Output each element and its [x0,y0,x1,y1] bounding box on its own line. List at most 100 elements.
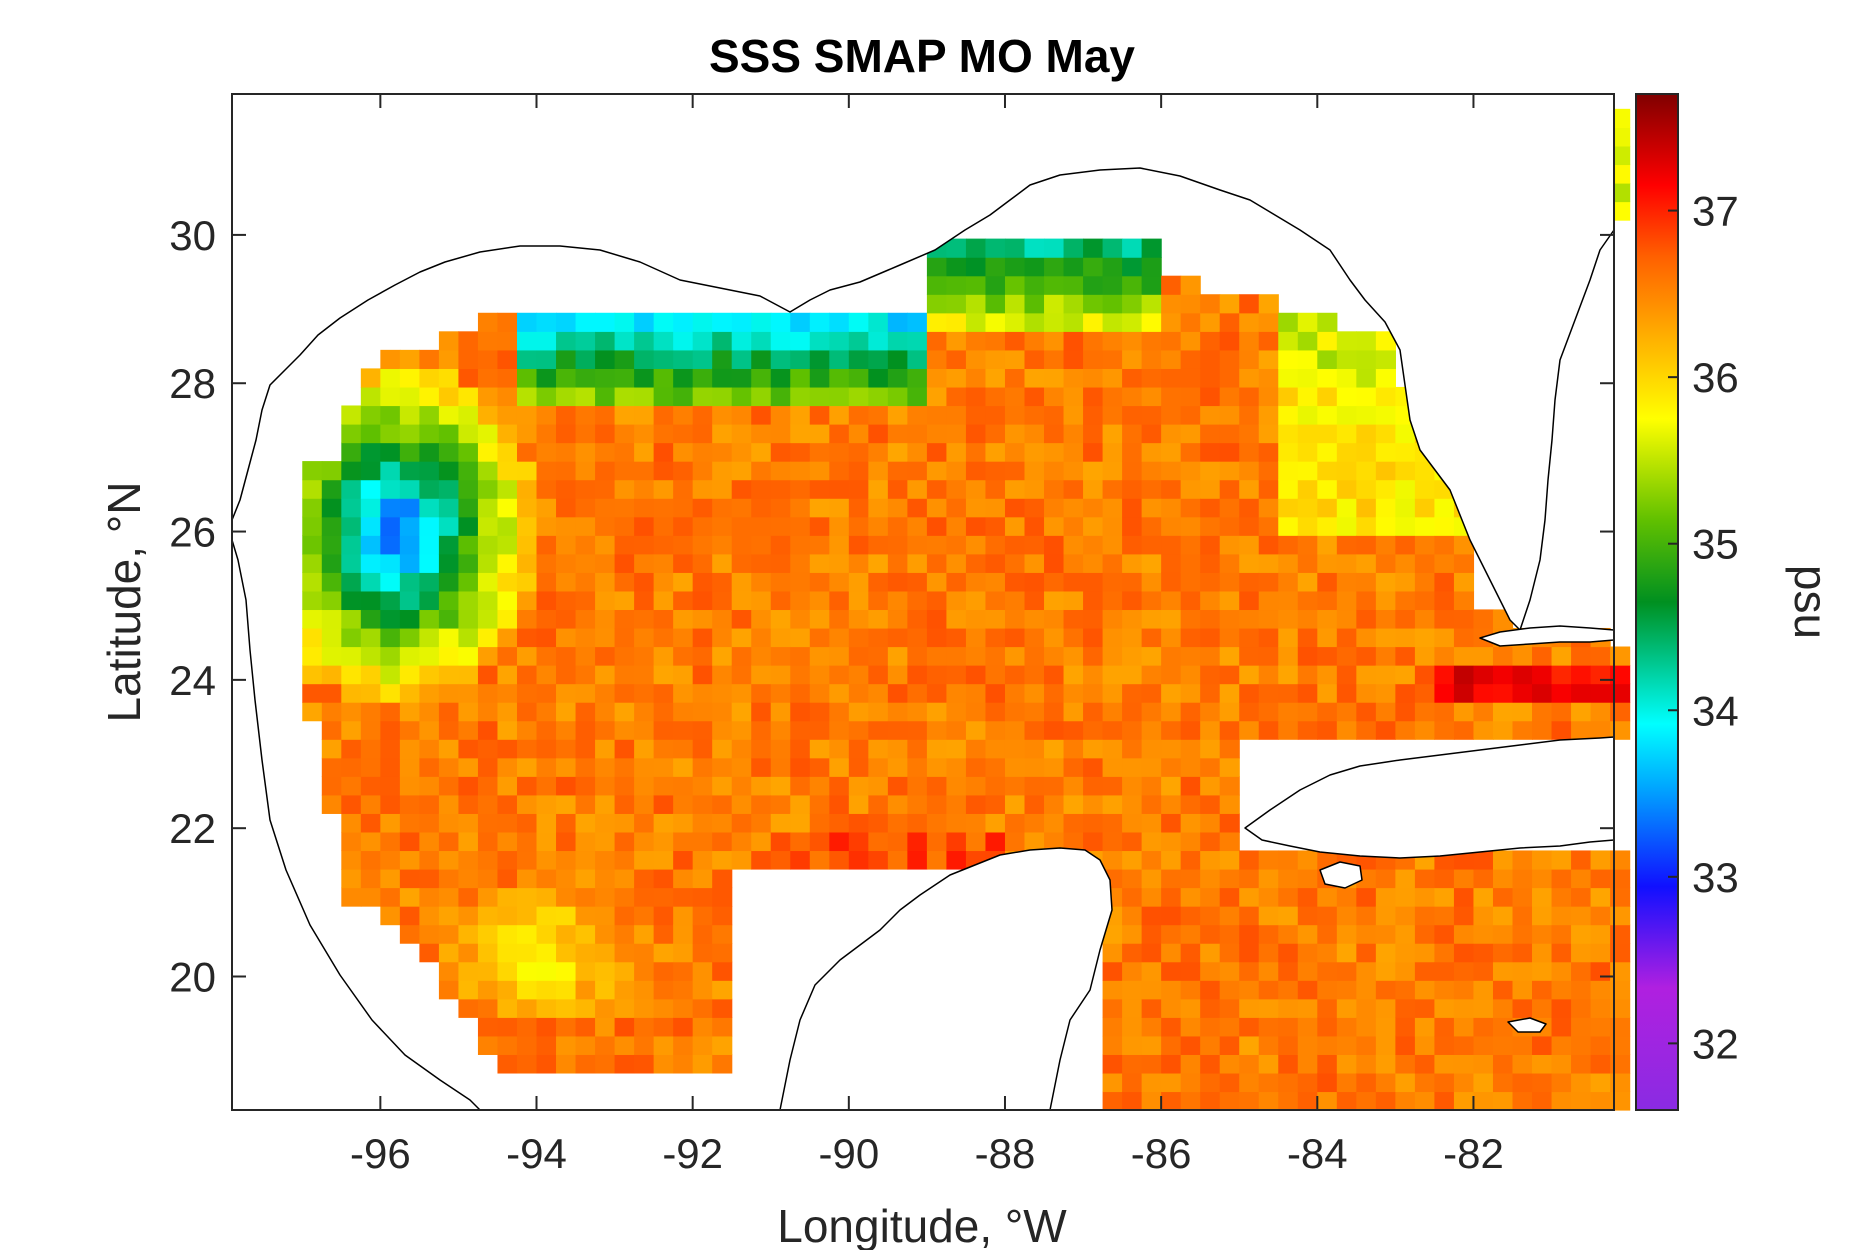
salinity-cell [653,776,674,796]
salinity-cell [1297,1072,1318,1093]
salinity-cell [1102,368,1123,388]
salinity-cell [1200,831,1221,852]
salinity-cell [692,516,713,536]
salinity-cell [1180,813,1201,833]
salinity-cell [516,868,538,889]
salinity-cell [516,961,538,981]
salinity-cell [1141,665,1162,685]
salinity-cell [516,1035,538,1055]
salinity-cell [1414,572,1436,592]
salinity-cell [1317,720,1338,740]
salinity-cell [673,702,694,722]
salinity-cell [1161,813,1182,833]
salinity-cell [1239,368,1260,388]
salinity-cell [614,553,635,573]
salinity-cell [1278,720,1299,740]
salinity-cell [360,461,381,481]
salinity-cell [673,943,694,963]
x-axis-ticks: -96 -94 -92 -90 -88 -86 -84 -82 [350,94,1504,1177]
salinity-cell [770,312,791,332]
salinity-cell [556,312,577,332]
salinity-cell [497,553,518,573]
salinity-cell [1161,294,1182,314]
salinity-cell [1297,368,1318,388]
salinity-cell [380,794,401,814]
salinity-cell [1512,906,1533,926]
salinity-cell [575,906,596,926]
salinity-cell [653,516,674,536]
salinity-cell [751,535,772,555]
salinity-cell [497,386,518,407]
salinity-cell [1122,757,1143,777]
salinity-cell [1375,720,1396,740]
salinity-cell [438,943,460,963]
salinity-cell [536,590,557,611]
salinity-cell [1044,386,1065,407]
salinity-cell [1180,850,1201,870]
salinity-cell [1551,868,1572,889]
salinity-cell [1219,535,1240,555]
salinity-cell [634,553,655,573]
salinity-cell [360,757,381,777]
salinity-cell [1453,1017,1475,1037]
salinity-cell [1122,887,1143,907]
salinity-cell [1161,794,1182,814]
salinity-cell [946,683,967,703]
salinity-cell [1395,627,1416,648]
salinity-cell [477,757,499,777]
salinity-cell [751,794,772,814]
salinity-cell [360,442,381,462]
salinity-cell [1434,516,1455,536]
salinity-cell [1278,405,1299,425]
salinity-cell [1200,665,1221,685]
salinity-cell [614,943,635,963]
salinity-cell [360,572,381,592]
salinity-cell [1122,238,1143,258]
north-american-coast [231,93,1615,1111]
salinity-cell [770,553,791,573]
salinity-cell [965,516,987,536]
salinity-cell [1141,813,1162,833]
salinity-cell [556,479,577,499]
salinity-cell [1336,961,1357,981]
salinity-cell [1356,516,1377,536]
salinity-cell [1258,850,1279,870]
salinity-cell [1297,665,1318,685]
salinity-cell [907,572,928,592]
salinity-cell [1219,590,1240,611]
salinity-cell [1083,757,1104,777]
salinity-cell [751,479,772,499]
salinity-cell [380,516,401,536]
salinity-cell [1239,294,1260,314]
salinity-cell [1278,868,1299,889]
salinity-cell [1102,961,1123,981]
salinity-cell [1044,424,1065,444]
salinity-cell [1063,665,1084,685]
salinity-cell [1453,998,1475,1018]
salinity-cell [399,720,420,740]
salinity-cell [1258,906,1279,926]
salinity-cell [926,461,948,481]
salinity-cell [1512,868,1533,889]
salinity-cell [1336,1035,1357,1055]
salinity-cell [556,943,577,963]
salinity-cell [673,349,694,369]
salinity-cell [419,516,440,536]
salinity-cell [536,516,557,536]
salinity-cell [770,720,791,740]
salinity-cell [751,609,772,629]
salinity-cell [965,238,987,258]
salinity-cell [1102,757,1123,777]
salinity-cell [1063,516,1084,536]
salinity-cell [634,887,655,907]
salinity-cell [1278,442,1299,462]
salinity-cell [1102,998,1123,1018]
salinity-cell [1102,294,1123,314]
salinity-cell [1200,386,1221,407]
salinity-cell [1102,1072,1123,1093]
salinity-cell [516,516,538,536]
yucatan-peninsula [779,847,1113,1111]
salinity-cell [1512,961,1533,981]
y-axis-label: Latitude, °N [98,482,150,723]
salinity-cell [829,498,850,518]
